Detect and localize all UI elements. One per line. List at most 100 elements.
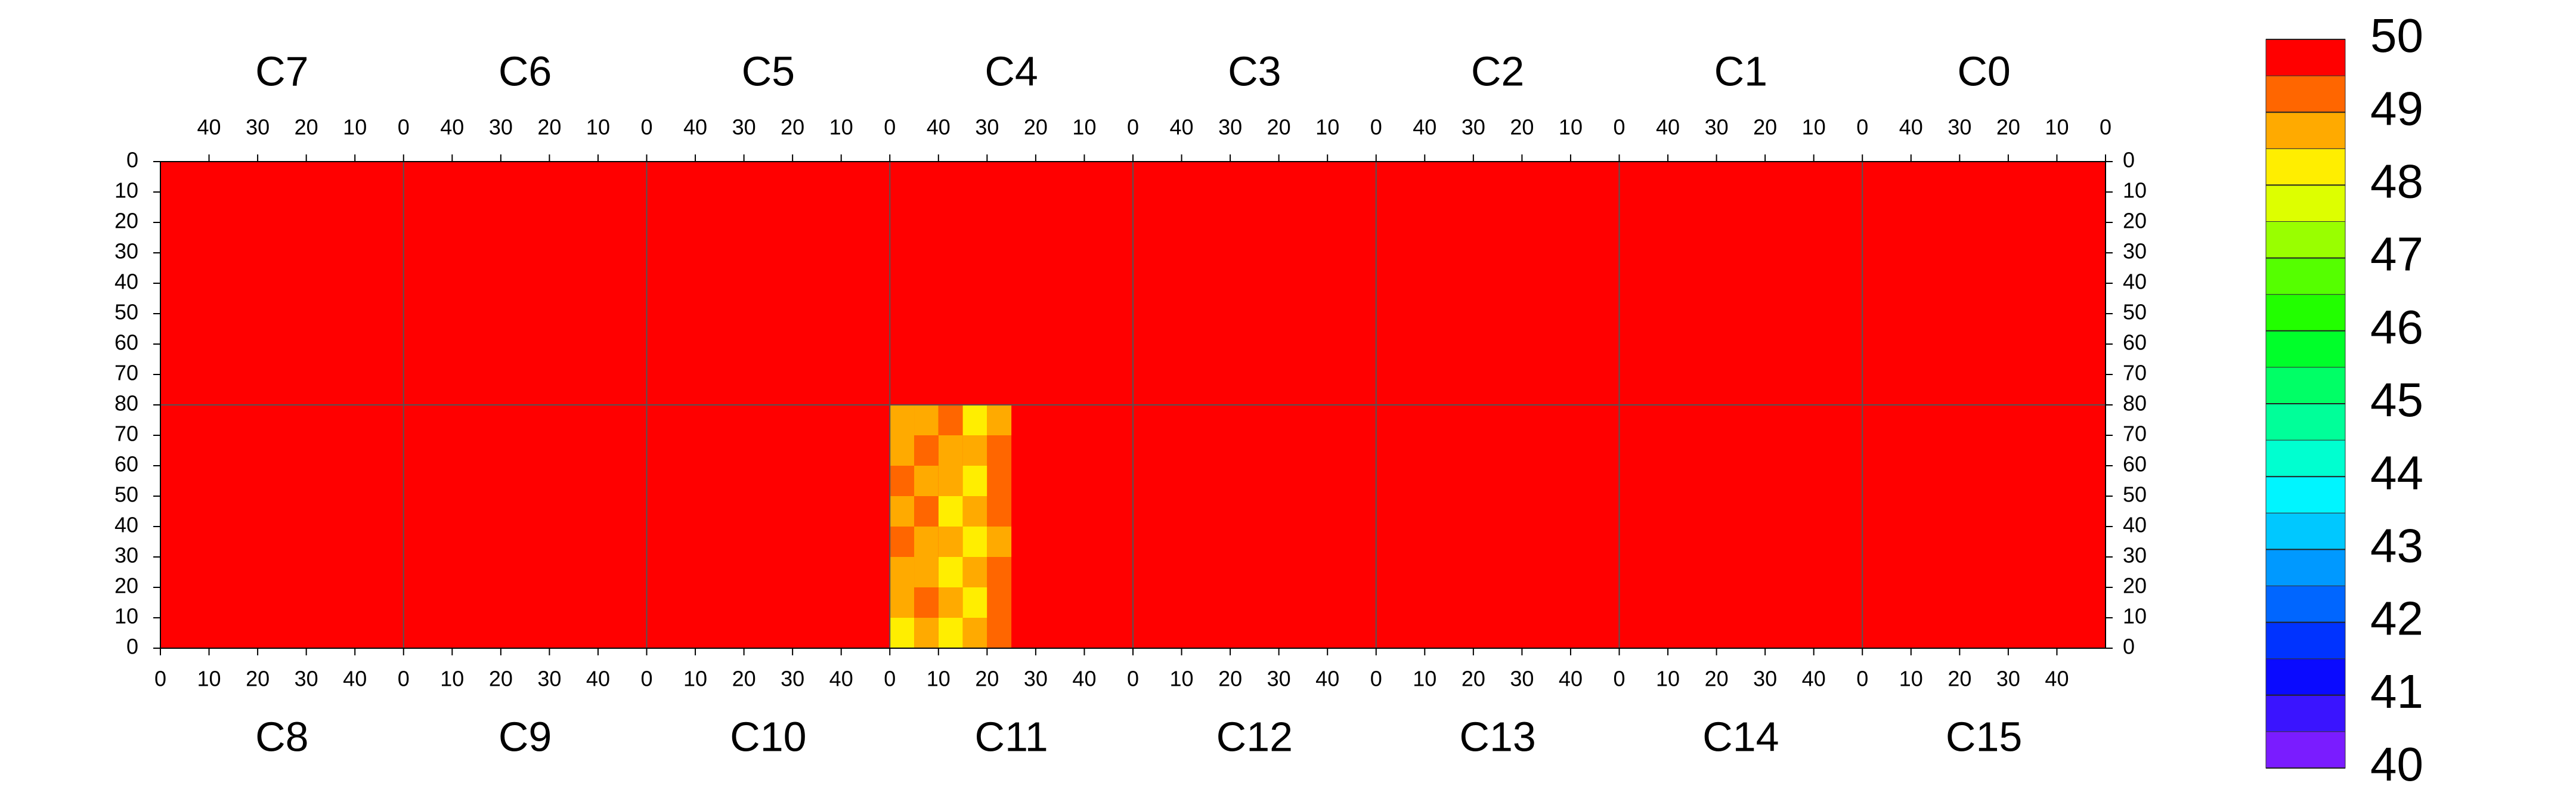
- color-band: [2265, 512, 2346, 550]
- y-tick-label: 10: [114, 178, 138, 203]
- panel-cell: [1862, 405, 2106, 648]
- x-tick-label: 0: [884, 667, 896, 691]
- x-tick-label: 10: [343, 115, 367, 140]
- x-tick-label: 10: [440, 667, 464, 691]
- y-tick-label-right: 20: [2123, 574, 2147, 598]
- color-band: [2265, 367, 2346, 404]
- heat-cell: [914, 587, 939, 618]
- x-tick-label: 40: [683, 115, 707, 140]
- y-tick-label: 20: [114, 209, 138, 233]
- colorbar-tick-label: 44: [2370, 446, 2423, 499]
- x-tick-label: 0: [398, 667, 410, 691]
- x-tick-label: 20: [1024, 115, 1048, 140]
- x-tick-label: 10: [1072, 115, 1096, 140]
- x-tick-label: 40: [1170, 115, 1194, 140]
- y-tick-label-right: 60: [2123, 452, 2147, 476]
- panel-cell: [160, 162, 404, 405]
- heat-cell: [987, 618, 1012, 648]
- x-tick-label: 40: [440, 115, 464, 140]
- plot-frame: [160, 161, 2106, 649]
- heat-cell: [890, 618, 915, 648]
- y-tick-label: 10: [114, 604, 138, 629]
- x-tick-label: 30: [1024, 667, 1048, 691]
- x-tick-label: 30: [1996, 667, 2020, 691]
- x-tick-label: 10: [1656, 667, 1680, 691]
- panel-title: C13: [1459, 713, 1535, 760]
- x-tick-label: 10: [1315, 115, 1339, 140]
- panel-title: C12: [1216, 713, 1293, 760]
- y-tick-label-right: 50: [2123, 482, 2147, 507]
- panel-title: C5: [742, 48, 795, 94]
- panel-cell: [890, 162, 1133, 405]
- x-tick-label: 10: [1802, 115, 1826, 140]
- color-band: [2265, 112, 2346, 149]
- x-tick-label: 40: [829, 667, 853, 691]
- heat-cell: [938, 527, 963, 557]
- x-tick-label: 20: [1996, 115, 2020, 140]
- heat-cell: [987, 466, 1012, 496]
- color-band: [2265, 439, 2346, 477]
- panel-title: C4: [984, 48, 1038, 94]
- x-tick-label: 40: [1315, 667, 1339, 691]
- y-tick-label-right: 30: [2123, 543, 2147, 568]
- color-band: [2265, 330, 2346, 368]
- color-band: [2265, 622, 2346, 660]
- y-tick-label-right: 60: [2123, 330, 2147, 355]
- heat-cell: [987, 527, 1012, 557]
- colorbar-tick-label: 49: [2370, 82, 2423, 135]
- x-tick-label: 20: [537, 115, 561, 140]
- y-tick-label-right: 80: [2123, 391, 2147, 416]
- x-tick-label: 0: [1370, 667, 1382, 691]
- colorbar-tick-label: 42: [2370, 592, 2423, 645]
- color-band: [2265, 658, 2346, 696]
- y-tick-label: 20: [114, 574, 138, 598]
- x-tick-label: 0: [884, 115, 896, 140]
- y-tick-label: 80: [114, 391, 138, 416]
- x-tick-label: 30: [1705, 115, 1729, 140]
- heat-cell: [987, 496, 1012, 527]
- color-band: [2265, 258, 2346, 295]
- heat-cell: [890, 405, 915, 435]
- x-tick-label: 20: [1218, 667, 1242, 691]
- x-tick-label: 20: [1510, 115, 1534, 140]
- x-tick-label: 20: [1705, 667, 1729, 691]
- y-tick-label-right: 0: [2123, 148, 2135, 172]
- x-tick-label: 30: [781, 667, 804, 691]
- panel-cell: [1862, 162, 2106, 405]
- x-tick-label: 20: [295, 115, 318, 140]
- panel-title: C3: [1228, 48, 1281, 94]
- x-tick-label: 40: [197, 115, 221, 140]
- y-tick-label: 50: [114, 482, 138, 507]
- x-tick-label: 30: [1267, 667, 1291, 691]
- x-tick-label: 30: [1753, 667, 1777, 691]
- x-tick-label: 40: [1559, 667, 1583, 691]
- panel-cell: [646, 162, 890, 405]
- colorbar-tick-label: 46: [2370, 301, 2423, 354]
- colorbar-tick-label: 47: [2370, 228, 2423, 281]
- x-tick-label: 40: [343, 667, 367, 691]
- heat-cell: [914, 496, 939, 527]
- colorbar-tick-label: 48: [2370, 155, 2423, 208]
- x-tick-label: 40: [927, 115, 950, 140]
- x-tick-label: 30: [732, 115, 756, 140]
- panel-title: C2: [1471, 48, 1524, 94]
- y-tick-label-right: 0: [2123, 634, 2135, 659]
- x-tick-label: 0: [1856, 667, 1868, 691]
- x-tick-label: 10: [2045, 115, 2069, 140]
- heat-cell: [914, 466, 939, 496]
- x-tick-label: 10: [927, 667, 950, 691]
- panel-title: C15: [1946, 713, 2022, 760]
- heat-cell: [938, 618, 963, 648]
- y-tick-label: 50: [114, 300, 138, 324]
- x-tick-label: 10: [197, 667, 221, 691]
- panel-cell: [160, 405, 404, 648]
- heat-cell: [938, 587, 963, 618]
- colorbar-tick-label: 45: [2370, 373, 2423, 426]
- y-tick-label-right: 70: [2123, 361, 2147, 385]
- heat-cell: [962, 435, 987, 466]
- heat-cell: [962, 496, 987, 527]
- x-tick-label: 30: [246, 115, 270, 140]
- panel-title: C7: [255, 48, 308, 94]
